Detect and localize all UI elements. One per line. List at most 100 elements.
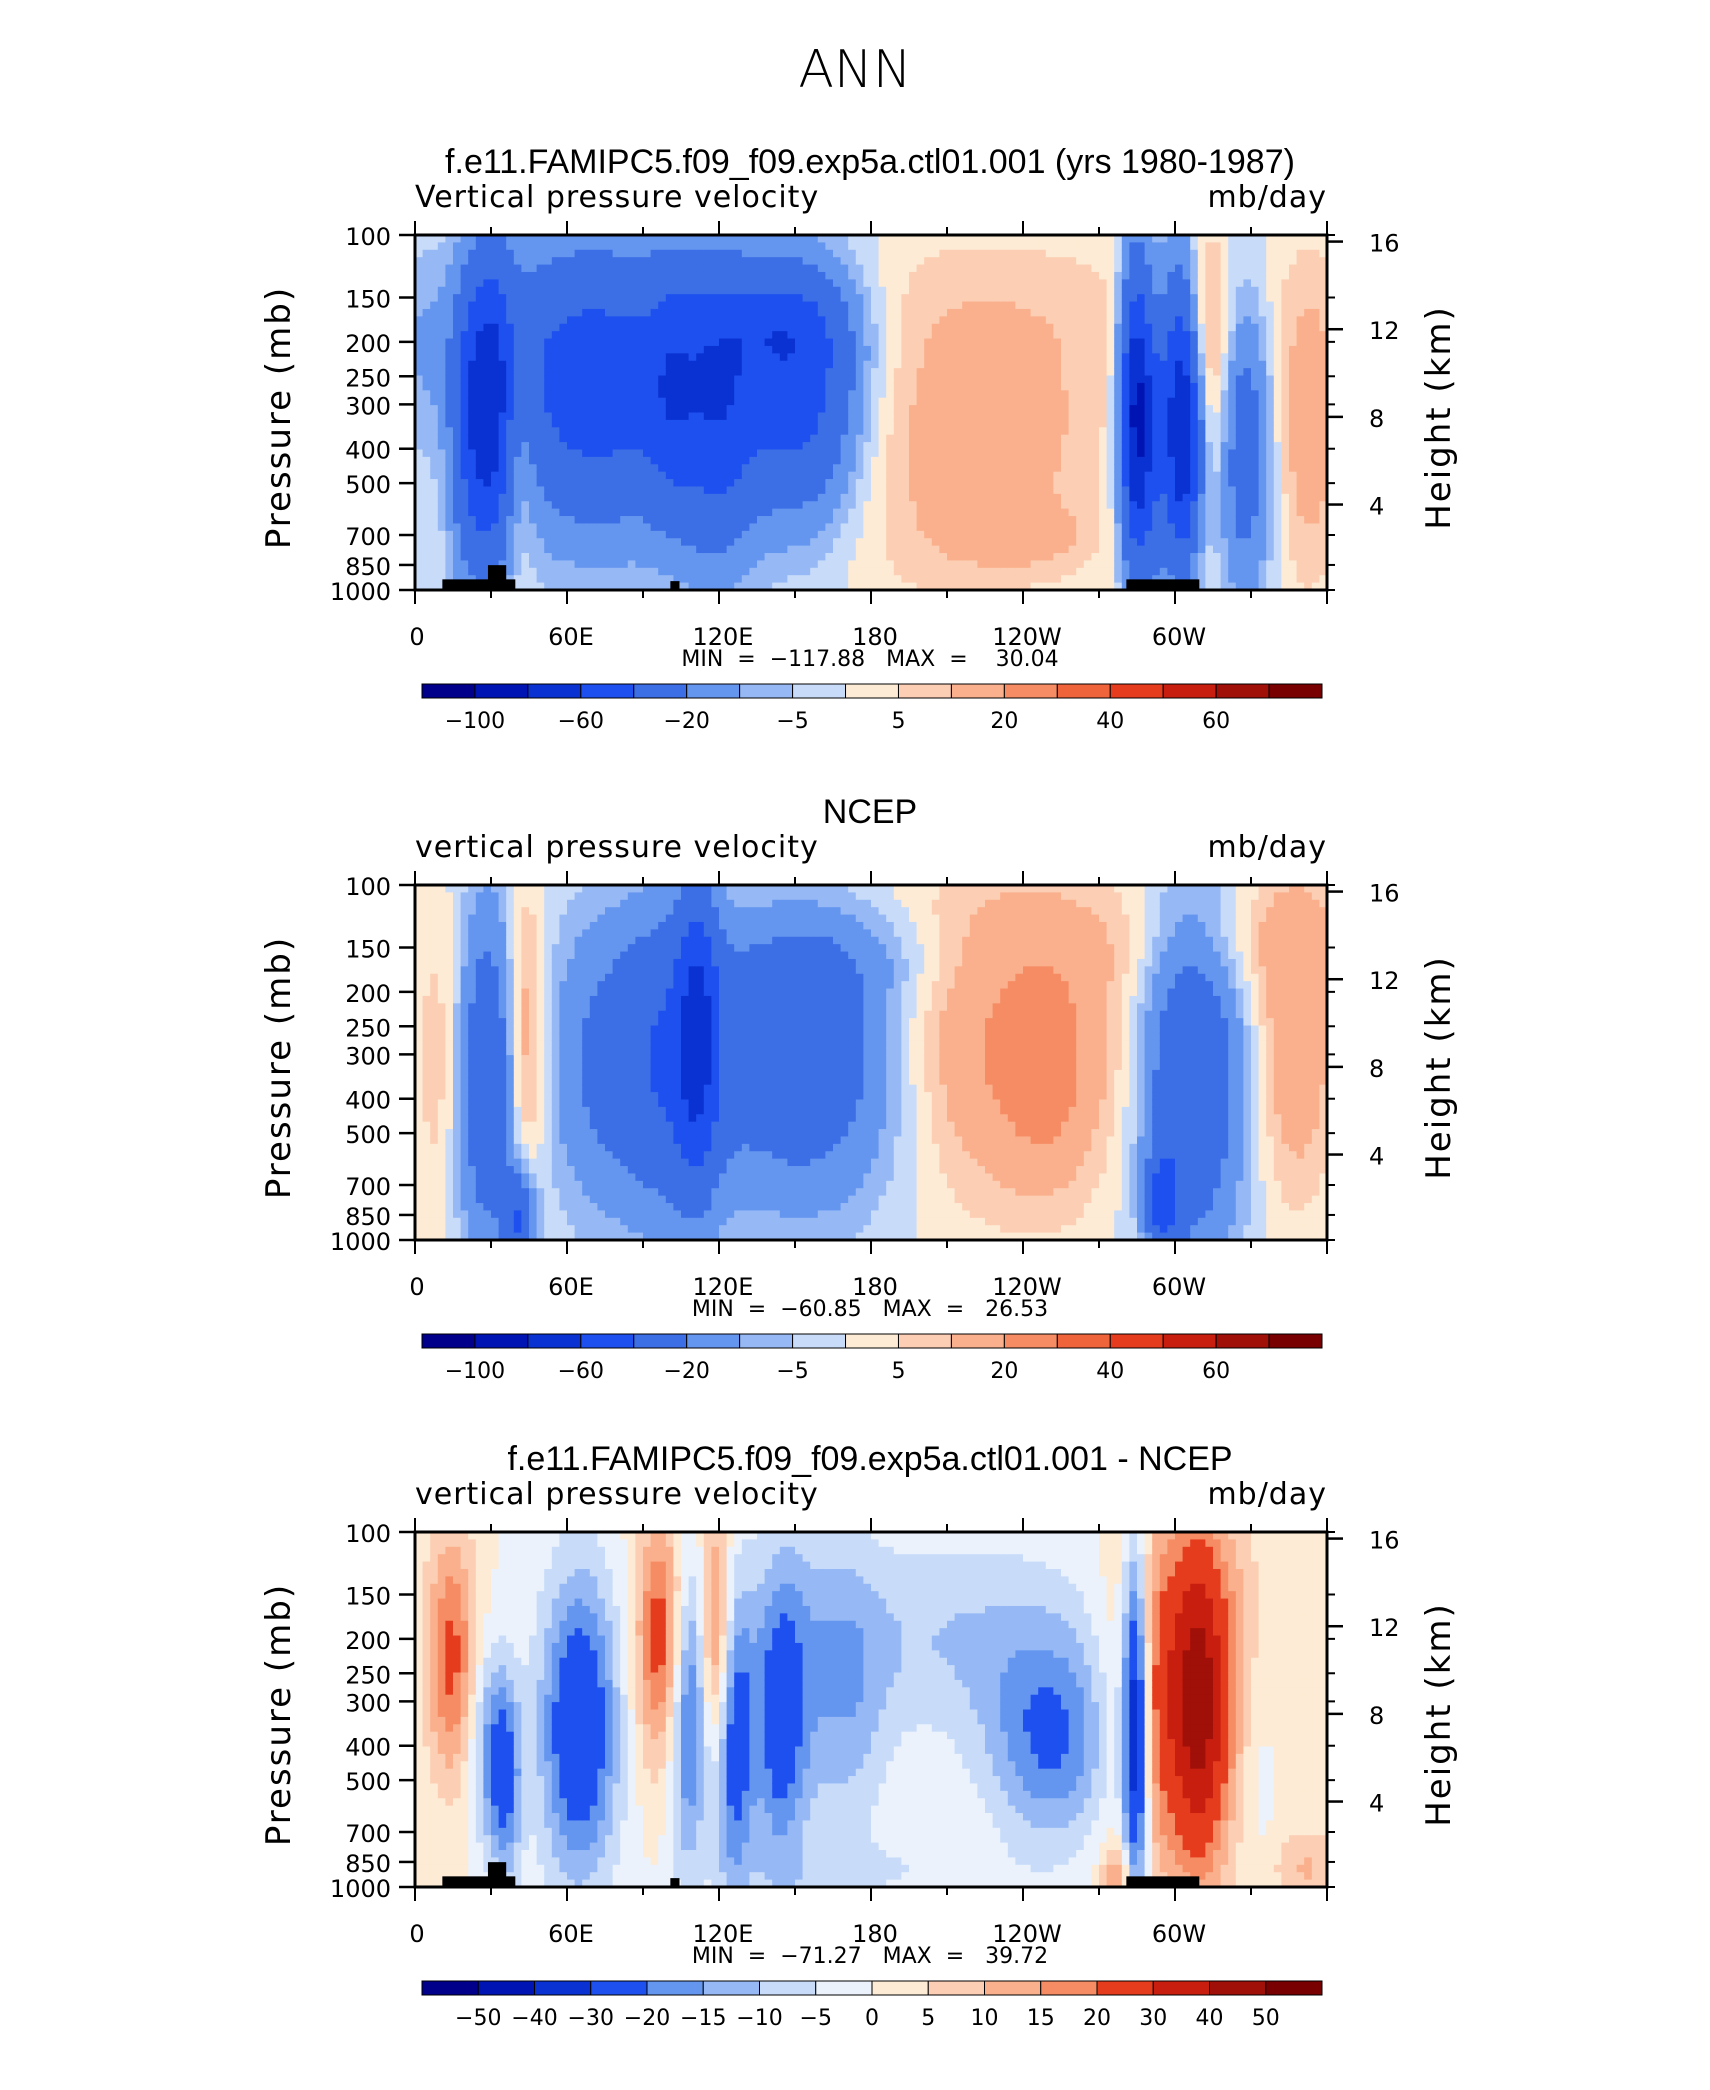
contour-cell: [1076, 279, 1085, 288]
contour-cell: [468, 560, 477, 569]
contour-cell: [1000, 338, 1009, 347]
contour-cell: [1023, 567, 1032, 576]
contour-cell: [848, 405, 857, 414]
contour-cell: [1152, 530, 1161, 539]
contour-cell: [977, 538, 986, 547]
contour-cell: [992, 434, 1001, 443]
contour-cell: [673, 575, 682, 584]
contour-cell: [757, 390, 766, 399]
contour-cell: [1099, 360, 1108, 369]
contour-cell: [430, 427, 439, 436]
contour-cell: [916, 545, 925, 554]
contour-cell: [1023, 456, 1032, 465]
contour-cell: [1144, 560, 1153, 569]
contour-cell: [825, 523, 834, 532]
contour-cell: [916, 316, 925, 325]
contour-cell: [703, 375, 712, 384]
contour-cell: [711, 427, 720, 436]
contour-cell: [612, 442, 621, 451]
contour-cell: [848, 353, 857, 362]
contour-cell: [445, 538, 454, 547]
contour-cell: [483, 442, 492, 451]
contour-cell: [475, 479, 484, 488]
contour-cell: [871, 530, 880, 539]
contour-cell: [817, 567, 826, 576]
contour-cell: [719, 464, 728, 473]
contour-cell: [1144, 323, 1153, 332]
contour-cell: [871, 464, 880, 473]
contour-cell: [802, 271, 811, 280]
contour-cell: [802, 308, 811, 317]
contour-cell: [757, 538, 766, 547]
contour-cell: [924, 493, 933, 502]
contour-cell: [430, 508, 439, 517]
contour-cell: [962, 286, 971, 295]
contour-cell: [430, 434, 439, 443]
contour-cell: [1045, 331, 1054, 340]
contour-cell: [605, 242, 614, 251]
contour-cell: [597, 567, 606, 576]
contour-cell: [1053, 442, 1062, 451]
contour-cell: [909, 257, 918, 266]
contour-cell: [650, 397, 659, 406]
contour-cell: [878, 516, 887, 525]
contour-cell: [1175, 368, 1184, 377]
contour-cell: [719, 308, 728, 317]
contour-cell: [681, 567, 690, 576]
contour-cell: [665, 405, 674, 414]
contour-cell: [871, 390, 880, 399]
contour-cell: [954, 479, 963, 488]
contour-cell: [597, 523, 606, 532]
contour-cell: [498, 257, 507, 266]
contour-cell: [658, 449, 667, 458]
contour-cell: [939, 442, 948, 451]
contour-cell: [711, 412, 720, 421]
contour-cell: [772, 405, 781, 414]
contour-cell: [825, 582, 834, 591]
contour-cell: [605, 235, 614, 243]
contour-cell: [848, 397, 857, 406]
contour-cell: [582, 501, 591, 510]
contour-cell: [1076, 567, 1085, 576]
contour-cell: [939, 471, 948, 480]
contour-cell: [893, 434, 902, 443]
contour-cell: [1121, 412, 1130, 421]
contour-cell: [1007, 375, 1016, 384]
contour-cell: [460, 508, 469, 517]
contour-cell: [589, 368, 598, 377]
contour-cell: [1099, 530, 1108, 539]
contour-cell: [931, 397, 940, 406]
contour-cell: [741, 242, 750, 251]
contour-cell: [711, 360, 720, 369]
contour-cell: [741, 508, 750, 517]
contour-cell: [597, 575, 606, 584]
contour-cell: [567, 545, 576, 554]
contour-cell: [688, 390, 697, 399]
contour-cell: [1190, 530, 1199, 539]
contour-cell: [506, 382, 515, 391]
contour-cell: [468, 419, 477, 428]
contour-cell: [825, 390, 834, 399]
contour-cell: [962, 397, 971, 406]
contour-cell: [1205, 249, 1214, 258]
contour-cell: [1007, 323, 1016, 332]
contour-cell: [1045, 368, 1054, 377]
contour-cell: [954, 434, 963, 443]
contour-cell: [817, 375, 826, 384]
contour-cell: [931, 405, 940, 414]
contour-cell: [848, 264, 857, 273]
contour-cell: [460, 479, 469, 488]
contour-cell: [1038, 427, 1047, 436]
contour-cell: [589, 235, 598, 243]
contour-cell: [848, 530, 857, 539]
contour-cell: [741, 530, 750, 539]
contour-cell: [1053, 360, 1062, 369]
contour-cell: [802, 464, 811, 473]
contour-cell: [513, 360, 522, 369]
contour-cell: [612, 501, 621, 510]
contour-cell: [658, 427, 667, 436]
contour-cell: [931, 419, 940, 428]
contour-cell: [840, 442, 849, 451]
contour-cell: [688, 294, 697, 303]
contour-cell: [453, 545, 462, 554]
